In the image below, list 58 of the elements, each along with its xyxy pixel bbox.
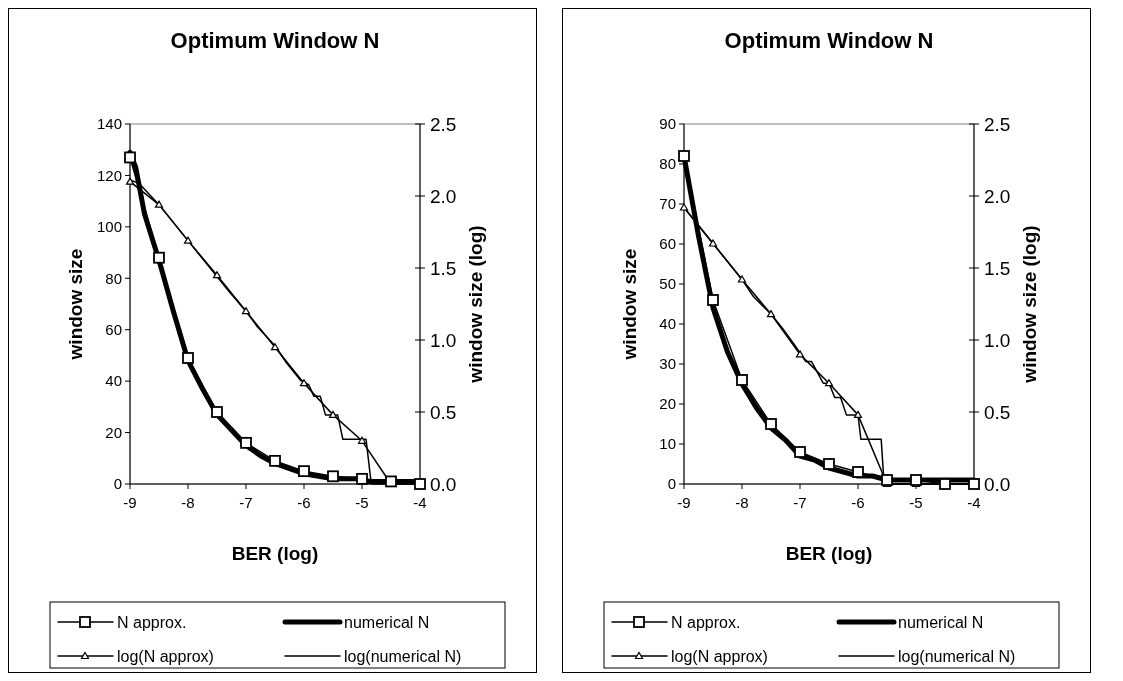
- legend-label: log(numerical N): [898, 647, 1016, 665]
- x-tick-label: -5: [909, 494, 923, 511]
- y2-tick-label: 2.5: [984, 113, 1011, 135]
- x-tick-label: -9: [677, 494, 691, 511]
- y2-axis-title: window size (log): [465, 225, 486, 384]
- y-tick-label: 20: [659, 395, 676, 413]
- y-tick-label: 140: [96, 115, 122, 133]
- x-tick-label: -4: [967, 494, 981, 511]
- y-axis-title: window size: [619, 248, 640, 361]
- legend-label: N approx.: [117, 613, 187, 631]
- x-tick-label: -7: [793, 494, 807, 511]
- chart-title: Optimum Window N: [724, 28, 934, 53]
- x-tick-label: -6: [297, 494, 311, 511]
- y-tick-label: 70: [659, 195, 676, 213]
- x-axis-title: BER (log): [231, 543, 319, 564]
- y2-tick-label: 0.5: [984, 401, 1011, 423]
- chart-title: Optimum Window N: [170, 28, 380, 53]
- y-tick-label: 80: [105, 269, 122, 287]
- y-tick-label: 60: [659, 235, 676, 253]
- y-tick-label: 30: [659, 355, 676, 373]
- x-tick-label: -4: [413, 494, 427, 511]
- y2-tick-label: 1.5: [984, 257, 1011, 279]
- x-tick-label: -8: [181, 494, 195, 511]
- y2-tick-label: 0.0: [430, 473, 457, 495]
- y2-axis-title: window size (log): [1019, 225, 1040, 384]
- y-tick-label: 60: [105, 320, 122, 338]
- y2-tick-label: 2.0: [984, 185, 1011, 207]
- x-tick-label: -9: [123, 494, 137, 511]
- y-tick-label: 120: [96, 166, 122, 184]
- y-tick-label: 50: [659, 275, 676, 293]
- y-tick-label: 0: [667, 475, 676, 493]
- y-tick-label: 100: [96, 218, 122, 236]
- x-tick-label: -7: [239, 494, 253, 511]
- y-axis-title: window size: [65, 248, 86, 361]
- x-tick-label: -8: [735, 494, 749, 511]
- y-tick-label: 40: [659, 315, 676, 333]
- y2-tick-label: 0.5: [430, 401, 457, 423]
- y2-tick-label: 1.0: [984, 329, 1011, 351]
- y2-tick-label: 1.5: [430, 257, 457, 279]
- legend-label: numerical N: [898, 613, 984, 631]
- y2-tick-label: 1.0: [430, 329, 457, 351]
- y-tick-label: 20: [105, 423, 122, 441]
- legend-label: log(N approx): [671, 647, 768, 665]
- x-axis-title: BER (log): [785, 543, 873, 564]
- legend-label: log(N approx): [117, 647, 214, 665]
- y2-tick-label: 0.0: [984, 473, 1011, 495]
- x-tick-label: -5: [355, 494, 369, 511]
- legend-label: numerical N: [344, 613, 430, 631]
- y-tick-label: 90: [659, 115, 676, 133]
- legend-label: N approx.: [671, 613, 741, 631]
- y-tick-label: 80: [659, 155, 676, 173]
- y-tick-label: 40: [105, 372, 122, 390]
- y2-tick-label: 2.5: [430, 113, 457, 135]
- y-tick-label: 10: [659, 435, 676, 453]
- y-tick-label: 0: [113, 475, 122, 493]
- legend-label: log(numerical N): [344, 647, 462, 665]
- y2-tick-label: 2.0: [430, 185, 457, 207]
- x-tick-label: -6: [851, 494, 865, 511]
